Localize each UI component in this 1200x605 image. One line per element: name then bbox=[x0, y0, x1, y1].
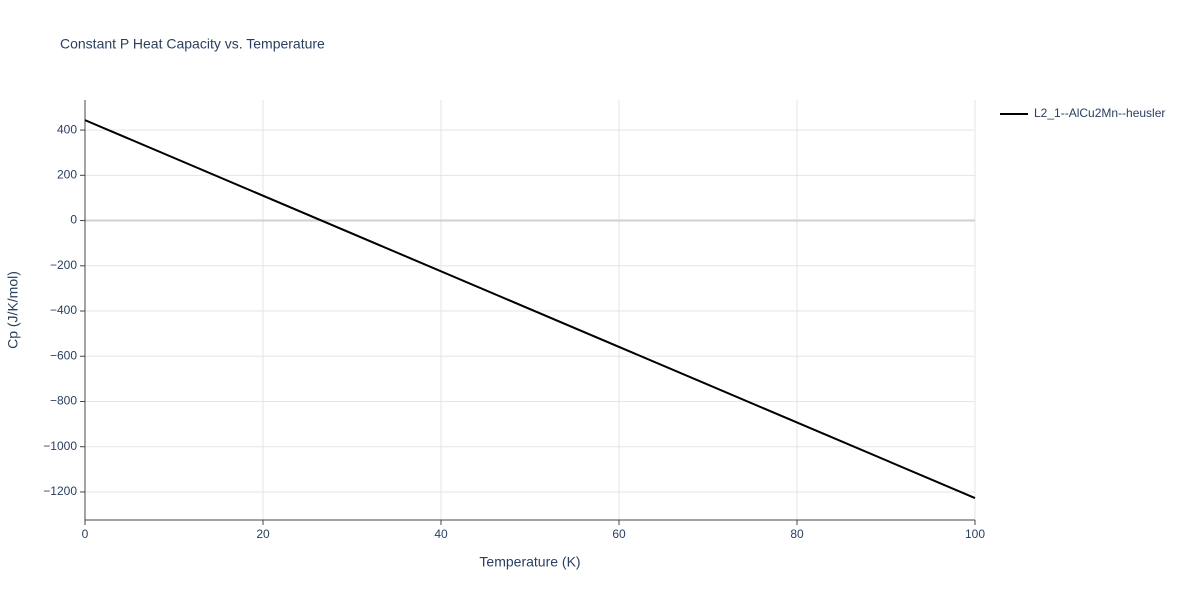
x-tick-label: 60 bbox=[612, 527, 626, 541]
y-tick-label: 400 bbox=[57, 122, 77, 136]
x-tick-label: 40 bbox=[434, 527, 448, 541]
y-tick-label: −600 bbox=[50, 348, 77, 362]
x-axis-label: Temperature (K) bbox=[479, 554, 580, 570]
line-series bbox=[84, 119, 976, 499]
y-tick-label: −400 bbox=[50, 303, 77, 317]
y-tick-label: −1000 bbox=[43, 439, 77, 453]
y-axis-label: Cp (J/K/mol) bbox=[5, 271, 21, 349]
legend-label: L2_1--AlCu2Mn--heusler bbox=[1034, 106, 1165, 120]
chart-title: Constant P Heat Capacity vs. Temperature bbox=[60, 36, 325, 52]
x-tick-label: 100 bbox=[965, 527, 985, 541]
y-tick-label: −1200 bbox=[43, 484, 77, 498]
y-tick-label: 0 bbox=[70, 213, 77, 227]
y-tick-label: 200 bbox=[57, 167, 77, 181]
x-tick-label: 0 bbox=[82, 527, 89, 541]
y-tick-label: −200 bbox=[50, 258, 77, 272]
x-tick-label: 20 bbox=[256, 527, 270, 541]
y-tick-label: −800 bbox=[50, 394, 77, 408]
x-tick-label: 80 bbox=[790, 527, 804, 541]
